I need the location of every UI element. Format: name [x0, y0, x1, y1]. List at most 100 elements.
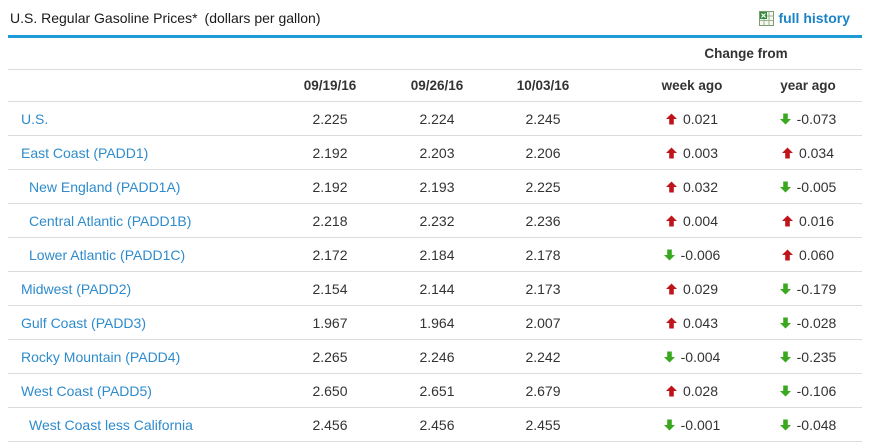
down-arrow-icon [663, 249, 675, 261]
price-cell: 2.154 [312, 280, 348, 297]
price-cell: 2.184 [419, 246, 455, 263]
full-history-label[interactable]: full history [778, 10, 850, 26]
change-value: -0.001 [680, 416, 721, 433]
week-ago-change: 0.004 [630, 213, 754, 229]
full-history-link[interactable]: full history [759, 10, 850, 27]
price-cell: 2.206 [525, 144, 561, 161]
price-cell: 2.456 [419, 416, 455, 433]
header-row-change: Change from [8, 38, 862, 70]
down-arrow-icon [779, 351, 791, 363]
change-value: 0.003 [682, 144, 719, 161]
table-body: U.S. 2.225 2.224 2.245 0.021 -0.073 East Coast… [8, 102, 862, 442]
price-cell: 2.232 [419, 212, 455, 229]
header-divider [8, 35, 862, 38]
widget-title: U.S. Regular Gasoline Prices* (dollars pe… [10, 10, 320, 27]
table-row: East Coast (PADD1) 2.192 2.203 2.206 0.003 0.… [8, 136, 862, 170]
price-cell: 2.265 [312, 348, 348, 365]
date-column-header: 09/26/16 [410, 78, 464, 93]
change-value: -0.028 [796, 314, 837, 331]
table-row: Gulf Coast (PADD3) 1.967 1.964 2.007 0.043 -0… [8, 306, 862, 340]
up-arrow-icon [781, 249, 793, 261]
table-row: New England (PADD1A) 2.192 2.193 2.225 0.032… [8, 170, 862, 204]
title-text: U.S. Regular Gasoline Prices* [10, 10, 198, 26]
week-ago-change: 0.003 [630, 145, 754, 161]
change-value: 0.034 [798, 144, 835, 161]
region-link[interactable]: Midwest (PADD2) [21, 280, 132, 297]
change-value: -0.048 [796, 416, 837, 433]
price-cell: 2.203 [419, 144, 455, 161]
table-row: West Coast (PADD5) 2.650 2.651 2.679 0.028 -0… [8, 374, 862, 408]
change-value: -0.005 [796, 178, 837, 195]
change-value: 0.029 [682, 280, 719, 297]
price-cell: 1.967 [312, 314, 348, 331]
up-arrow-icon [781, 215, 793, 227]
year-ago-change: -0.235 [754, 349, 862, 365]
price-cell: 2.246 [419, 348, 455, 365]
region-link[interactable]: U.S. [21, 110, 49, 127]
year-ago-header: year ago [780, 78, 836, 93]
year-ago-change: 0.034 [754, 145, 862, 161]
up-arrow-icon [665, 147, 677, 159]
price-cell: 2.651 [419, 382, 455, 399]
price-cell: 2.172 [312, 246, 348, 263]
price-cell: 2.193 [419, 178, 455, 195]
down-arrow-icon [779, 385, 791, 397]
up-arrow-icon [781, 147, 793, 159]
change-value: 0.016 [798, 212, 835, 229]
region-link[interactable]: New England (PADD1A) [29, 178, 181, 195]
price-cell: 2.224 [419, 110, 455, 127]
table-row: West Coast less California 2.456 2.456 2.45… [8, 408, 862, 442]
header-row-columns: 09/19/16 09/26/16 10/03/16 week ago year… [8, 70, 862, 102]
region-link[interactable]: Lower Atlantic (PADD1C) [29, 246, 186, 263]
region-link[interactable]: Gulf Coast (PADD3) [21, 314, 146, 331]
week-ago-change: 0.043 [630, 315, 754, 331]
down-arrow-icon [663, 419, 675, 431]
region-link[interactable]: Central Atlantic (PADD1B) [29, 212, 192, 229]
date-column-header: 09/19/16 [303, 78, 357, 93]
price-cell: 2.144 [419, 280, 455, 297]
price-cell: 2.192 [312, 144, 348, 161]
week-ago-change: -0.001 [630, 417, 754, 433]
gas-prices-widget: U.S. Regular Gasoline Prices* (dollars pe… [8, 0, 862, 442]
widget-header: U.S. Regular Gasoline Prices* (dollars pe… [8, 0, 862, 35]
year-ago-change: -0.048 [754, 417, 862, 433]
table-row: Lower Atlantic (PADD1C) 2.172 2.184 2.178 -0… [8, 238, 862, 272]
up-arrow-icon [665, 385, 677, 397]
region-link[interactable]: West Coast (PADD5) [21, 382, 152, 399]
price-cell: 2.178 [525, 246, 561, 263]
price-cell: 2.242 [525, 348, 561, 365]
region-link[interactable]: Rocky Mountain (PADD4) [21, 348, 181, 365]
week-ago-change: -0.004 [630, 349, 754, 365]
year-ago-change: -0.179 [754, 281, 862, 297]
table-row: U.S. 2.225 2.224 2.245 0.021 -0.073 [8, 102, 862, 136]
region-link[interactable]: East Coast (PADD1) [21, 144, 149, 161]
change-value: 0.032 [682, 178, 719, 195]
year-ago-change: 0.060 [754, 247, 862, 263]
units-text: (dollars per gallon) [204, 10, 321, 26]
table-row: Central Atlantic (PADD1B) 2.218 2.232 2.236… [8, 204, 862, 238]
table-row: Midwest (PADD2) 2.154 2.144 2.173 0.029 -0.17… [8, 272, 862, 306]
week-ago-header: week ago [661, 78, 723, 93]
change-value: -0.235 [796, 348, 837, 365]
down-arrow-icon [779, 283, 791, 295]
price-cell: 2.007 [525, 314, 561, 331]
change-value: 0.004 [682, 212, 719, 229]
price-cell: 2.192 [312, 178, 348, 195]
spreadsheet-icon[interactable] [759, 11, 775, 26]
price-cell: 2.650 [312, 382, 348, 399]
date-column-header: 10/03/16 [516, 78, 570, 93]
price-cell: 1.964 [419, 314, 455, 331]
week-ago-change: -0.006 [630, 247, 754, 263]
change-from-header: Change from [704, 46, 788, 61]
down-arrow-icon [779, 419, 791, 431]
price-cell: 2.236 [525, 212, 561, 229]
year-ago-change: -0.005 [754, 179, 862, 195]
price-cell: 2.218 [312, 212, 348, 229]
change-value: -0.106 [796, 382, 837, 399]
down-arrow-icon [663, 351, 675, 363]
price-cell: 2.456 [312, 416, 348, 433]
price-cell: 2.225 [525, 178, 561, 195]
up-arrow-icon [665, 181, 677, 193]
region-link[interactable]: West Coast less California [29, 416, 193, 433]
change-value: 0.060 [798, 246, 835, 263]
